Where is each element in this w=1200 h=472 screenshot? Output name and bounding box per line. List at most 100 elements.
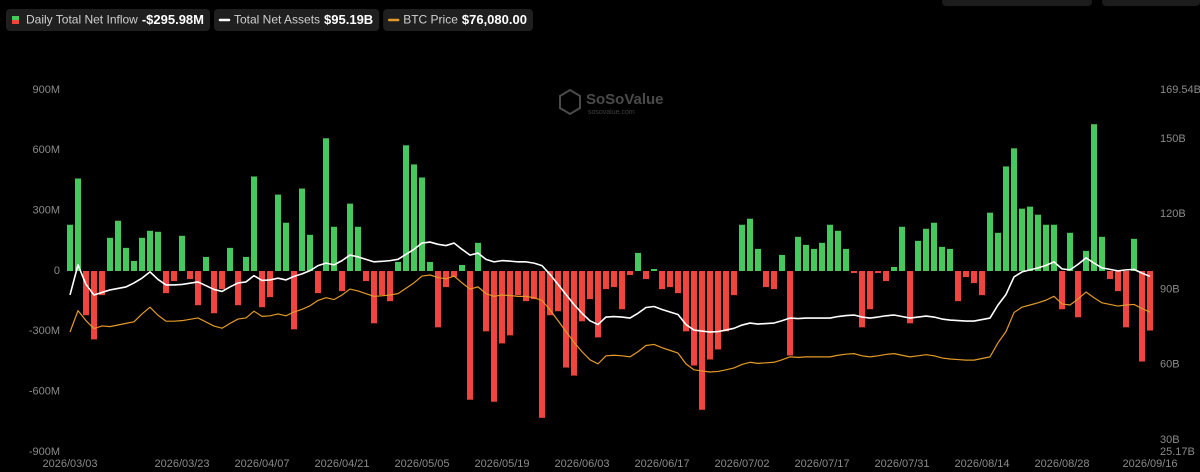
x-tick-label: 2026/06/17	[634, 458, 689, 470]
bar	[667, 271, 673, 288]
y-tick-label: 900M	[32, 84, 60, 96]
legend-value: $76,080.00	[462, 12, 527, 27]
bar	[683, 271, 689, 332]
bar	[67, 224, 73, 271]
top-button[interactable]	[1102, 0, 1200, 6]
bar	[803, 244, 809, 271]
bar	[739, 224, 745, 271]
legend-item: Total Net Assets $95.19B	[213, 9, 380, 31]
x-tick-label: 2026/09/16	[1122, 458, 1177, 470]
y-tick-label: 600M	[32, 144, 60, 156]
bar	[691, 271, 697, 366]
bar	[819, 242, 825, 271]
top-button[interactable]	[942, 0, 1092, 6]
bar	[483, 271, 489, 332]
bar	[1003, 166, 1009, 271]
bar	[395, 261, 401, 271]
bar	[843, 248, 849, 271]
bar	[811, 248, 817, 271]
bar	[475, 242, 481, 271]
bar	[251, 176, 257, 271]
bar	[307, 234, 313, 271]
bar	[835, 230, 841, 271]
bar	[1051, 224, 1057, 271]
bar	[107, 237, 113, 271]
bar	[147, 230, 153, 271]
bar	[675, 271, 681, 294]
bar	[283, 222, 289, 271]
bar	[715, 271, 721, 350]
bar	[379, 271, 385, 296]
bar	[139, 237, 145, 271]
x-tick-label: 2026/04/07	[234, 458, 289, 470]
bar	[859, 271, 865, 328]
bar	[1131, 238, 1137, 271]
bar	[259, 271, 265, 308]
bar	[699, 271, 705, 410]
bar	[131, 260, 137, 271]
bar	[659, 271, 665, 290]
bar	[563, 271, 569, 368]
x-tick-label: 2026/07/02	[714, 458, 769, 470]
bar	[299, 188, 305, 271]
bar	[1027, 206, 1033, 271]
y2-tick-label: 90B	[1160, 283, 1180, 295]
legend-pill	[383, 9, 533, 31]
bar	[1115, 271, 1121, 292]
bar	[827, 224, 833, 271]
legend-swatch	[12, 16, 19, 20]
bar	[1099, 236, 1105, 271]
bar	[435, 271, 441, 328]
bar	[171, 271, 177, 282]
bar	[851, 271, 857, 274]
watermark: SoSoValue sosovalue.com	[559, 88, 664, 116]
bar	[291, 271, 297, 330]
bar	[99, 271, 105, 296]
legend-label: BTC Price	[403, 13, 458, 27]
bar	[155, 231, 161, 271]
bar	[219, 271, 225, 290]
bar	[531, 271, 537, 300]
bar	[427, 261, 433, 271]
bar	[619, 271, 625, 310]
bar	[907, 271, 913, 324]
bar	[1091, 124, 1097, 271]
watermark-text: SoSoValue	[586, 91, 664, 108]
bar	[931, 222, 937, 271]
y-tick-label: -600M	[29, 386, 60, 398]
bar	[915, 240, 921, 271]
legend-pill	[213, 9, 380, 31]
bar	[491, 271, 497, 402]
line	[69, 241, 1151, 333]
bar	[387, 271, 393, 302]
bar	[1107, 271, 1113, 280]
bar	[211, 271, 217, 314]
bar	[1059, 271, 1065, 310]
bar	[939, 246, 945, 271]
bar	[651, 268, 657, 271]
y2-tick-label: 120B	[1160, 208, 1186, 220]
x-tick-label: 2026/05/05	[394, 458, 449, 470]
bar	[755, 248, 761, 271]
bar	[635, 252, 641, 271]
watermark-logo	[559, 88, 581, 116]
bar	[179, 235, 185, 271]
bar	[339, 271, 345, 292]
x-tick-label: 2026/07/31	[874, 458, 929, 470]
bar	[763, 271, 769, 288]
bar	[723, 271, 729, 332]
bar	[203, 256, 209, 271]
bar	[995, 232, 1001, 271]
bar	[899, 226, 905, 271]
bar	[507, 271, 513, 336]
bar	[923, 228, 929, 271]
x-tick-label: 2026/07/17	[794, 458, 849, 470]
bar	[1139, 271, 1145, 362]
bar	[499, 271, 505, 344]
x-tick-label: 2026/08/14	[954, 458, 1009, 470]
y2-tick-label: 25.17B	[1160, 446, 1195, 458]
bar	[315, 271, 321, 294]
bar	[707, 271, 713, 360]
